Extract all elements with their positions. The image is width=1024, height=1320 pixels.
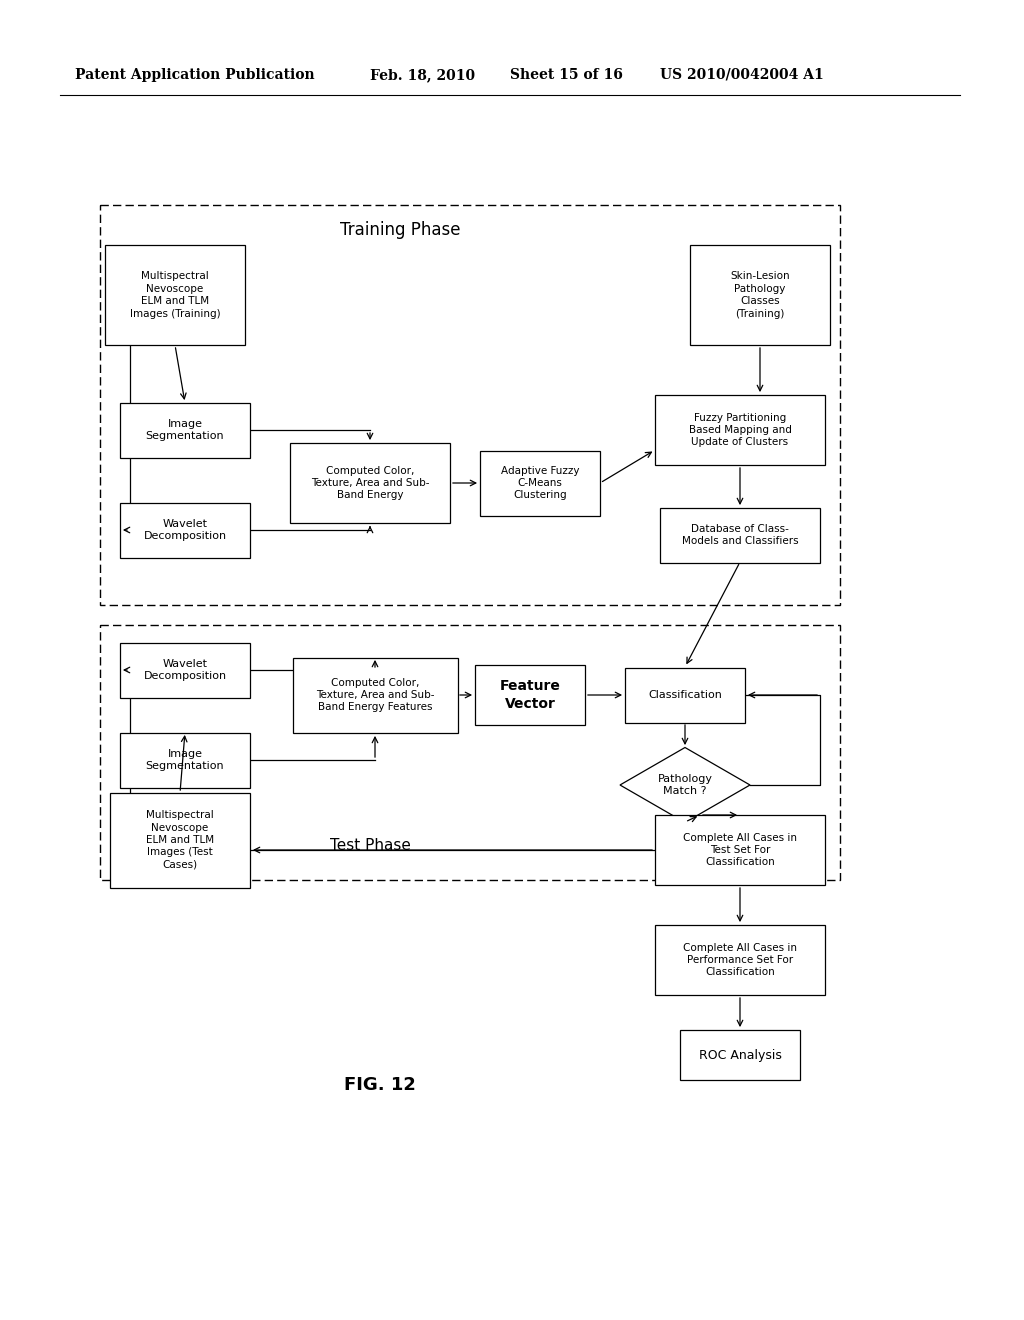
Text: Complete All Cases in
Test Set For
Classification: Complete All Cases in Test Set For Class…	[683, 833, 797, 867]
Bar	[480, 450, 600, 516]
Text: FIG. 12: FIG. 12	[344, 1076, 416, 1094]
Text: Wavelet
Decomposition: Wavelet Decomposition	[143, 659, 226, 681]
Bar	[120, 403, 250, 458]
Bar	[655, 814, 825, 884]
Text: Skin-Lesion
Pathology
Classes
(Training): Skin-Lesion Pathology Classes (Training)	[730, 272, 790, 318]
Text: Patent Application Publication: Patent Application Publication	[75, 69, 314, 82]
Text: ROC Analysis: ROC Analysis	[698, 1048, 781, 1061]
Bar	[290, 444, 450, 523]
Text: Feb. 18, 2010: Feb. 18, 2010	[370, 69, 475, 82]
Bar	[293, 657, 458, 733]
Text: Complete All Cases in
Performance Set For
Classification: Complete All Cases in Performance Set Fo…	[683, 942, 797, 977]
Bar	[105, 246, 245, 345]
Bar	[655, 395, 825, 465]
Bar	[660, 507, 820, 562]
Text: US 2010/0042004 A1: US 2010/0042004 A1	[660, 69, 823, 82]
Bar	[475, 665, 585, 725]
Text: Wavelet
Decomposition: Wavelet Decomposition	[143, 519, 226, 541]
Text: Computed Color,
Texture, Area and Sub-
Band Energy: Computed Color, Texture, Area and Sub- B…	[310, 466, 429, 500]
Bar	[120, 503, 250, 557]
Bar	[110, 792, 250, 887]
Text: Training Phase: Training Phase	[340, 220, 460, 239]
Bar	[120, 643, 250, 697]
Bar	[120, 733, 250, 788]
Text: Image
Segmentation: Image Segmentation	[145, 748, 224, 771]
Text: Classification: Classification	[648, 690, 722, 700]
Bar	[690, 246, 830, 345]
Text: Database of Class-
Models and Classifiers: Database of Class- Models and Classifier…	[682, 524, 799, 546]
Text: Multispectral
Nevoscope
ELM and TLM
Images (Test
Cases): Multispectral Nevoscope ELM and TLM Imag…	[146, 810, 214, 870]
Text: Pathology
Match ?: Pathology Match ?	[657, 774, 713, 796]
Text: Feature
Vector: Feature Vector	[500, 680, 560, 710]
Bar	[680, 1030, 800, 1080]
Text: Computed Color,
Texture, Area and Sub-
Band Energy Features: Computed Color, Texture, Area and Sub- B…	[315, 677, 434, 713]
Text: Image
Segmentation: Image Segmentation	[145, 418, 224, 441]
Text: Adaptive Fuzzy
C-Means
Clustering: Adaptive Fuzzy C-Means Clustering	[501, 466, 580, 500]
Text: Fuzzy Partitioning
Based Mapping and
Update of Clusters: Fuzzy Partitioning Based Mapping and Upd…	[688, 413, 792, 447]
Bar	[100, 624, 840, 880]
Text: Multispectral
Nevoscope
ELM and TLM
Images (Training): Multispectral Nevoscope ELM and TLM Imag…	[130, 272, 220, 318]
Bar	[655, 925, 825, 995]
Text: Sheet 15 of 16: Sheet 15 of 16	[510, 69, 623, 82]
Bar	[100, 205, 840, 605]
Bar	[625, 668, 745, 722]
Polygon shape	[620, 747, 750, 822]
Text: Test Phase: Test Phase	[330, 837, 411, 853]
